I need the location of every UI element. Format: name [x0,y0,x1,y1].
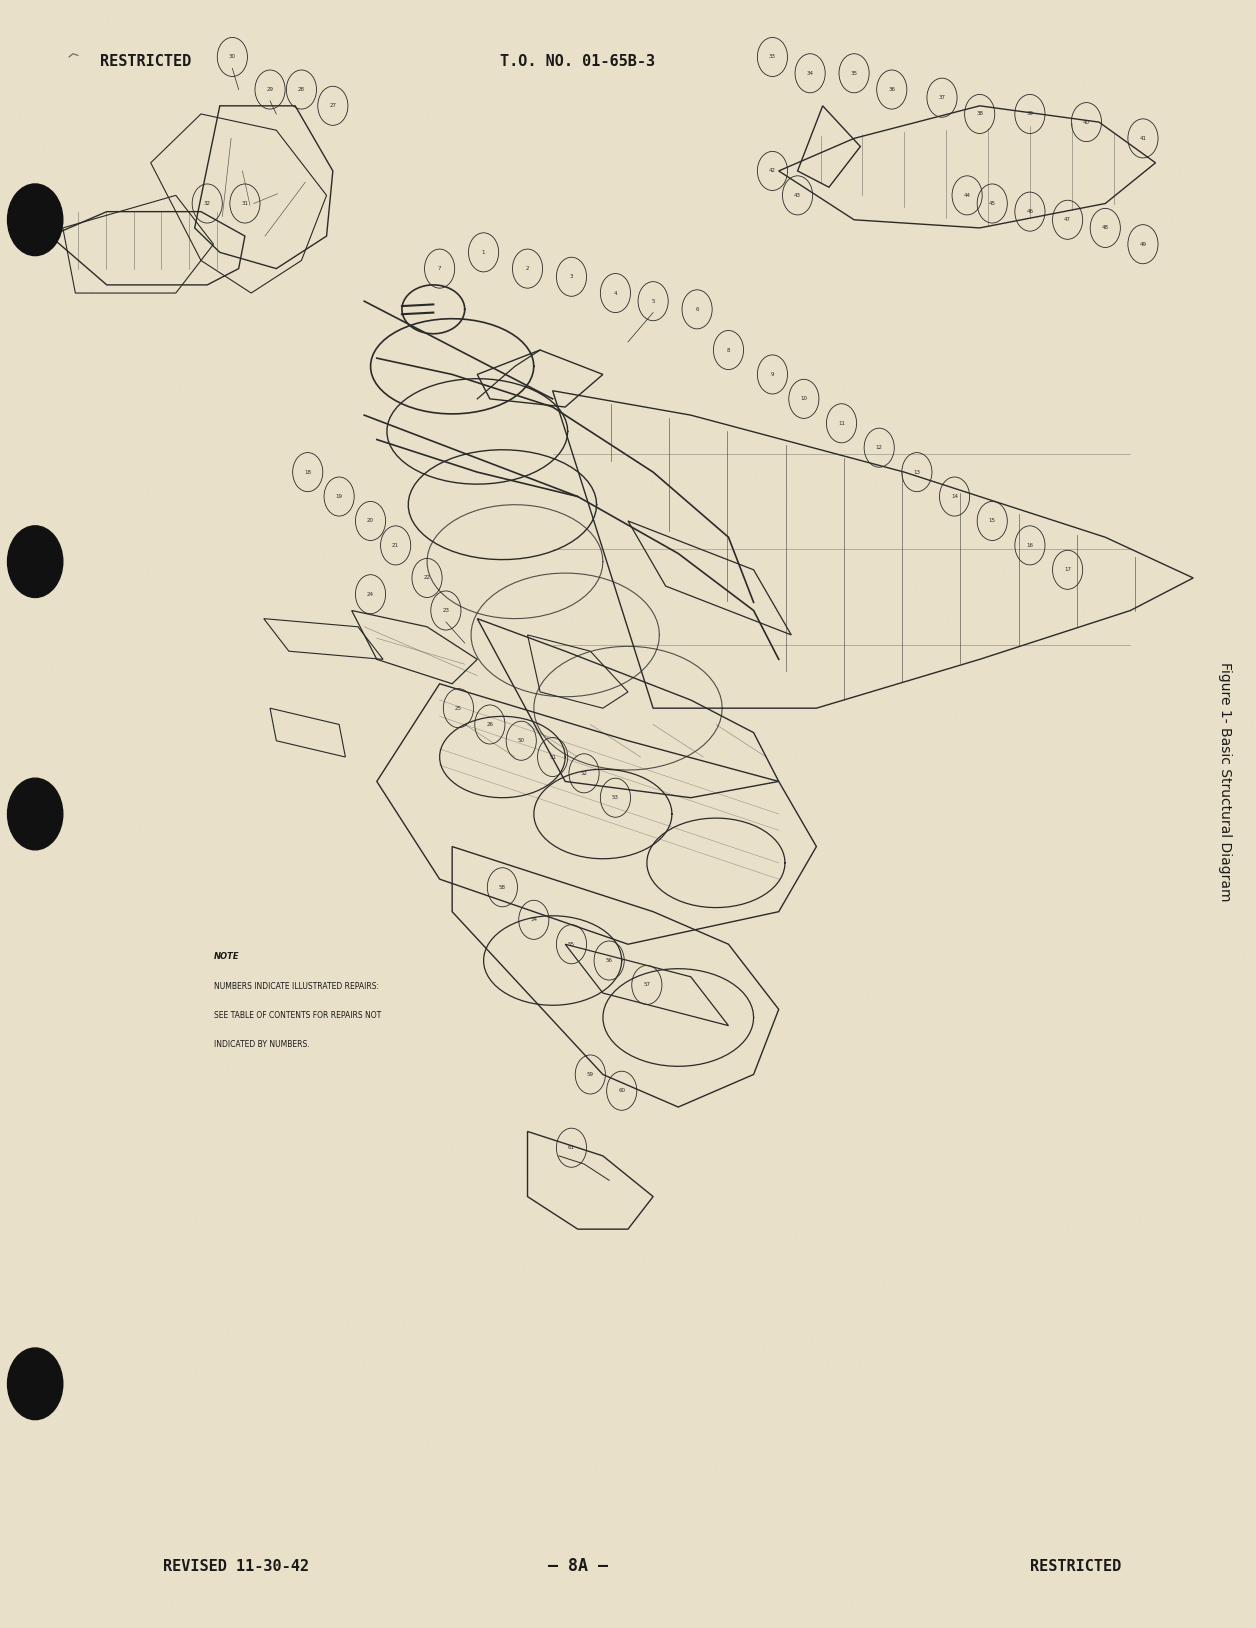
Text: 22: 22 [423,575,431,581]
Text: 34: 34 [806,70,814,77]
Text: 18: 18 [304,469,311,475]
Text: 16: 16 [1026,542,1034,549]
Text: 37: 37 [938,94,946,101]
Text: 19: 19 [335,493,343,500]
Text: 57: 57 [643,982,651,988]
Text: 50: 50 [517,737,525,744]
Text: 28: 28 [298,86,305,93]
Text: 4: 4 [614,290,617,296]
Text: 52: 52 [580,770,588,777]
Text: 10: 10 [800,396,808,402]
Text: 3: 3 [570,274,573,280]
Text: 11: 11 [838,420,845,427]
Text: 61: 61 [568,1144,575,1151]
Text: REVISED 11-30-42: REVISED 11-30-42 [163,1558,309,1574]
Text: 38: 38 [976,111,983,117]
Text: 51: 51 [549,754,556,760]
Text: 53: 53 [612,794,619,801]
Text: SEE TABLE OF CONTENTS FOR REPAIRS NOT: SEE TABLE OF CONTENTS FOR REPAIRS NOT [214,1011,381,1021]
Text: 6: 6 [696,306,698,313]
Text: 46: 46 [1026,208,1034,215]
Text: NOTE: NOTE [214,952,239,962]
Text: 47: 47 [1064,217,1071,223]
Text: 44: 44 [963,192,971,199]
Text: 2: 2 [526,265,529,272]
Text: INDICATED BY NUMBERS.: INDICATED BY NUMBERS. [214,1040,309,1050]
Text: 59: 59 [587,1071,594,1078]
Text: 8: 8 [727,347,730,353]
Text: 45: 45 [988,200,996,207]
Text: 20: 20 [367,518,374,524]
Text: 13: 13 [913,469,921,475]
Text: 33: 33 [769,54,776,60]
Text: 49: 49 [1139,241,1147,247]
Text: 26: 26 [486,721,494,728]
Text: 48: 48 [1102,225,1109,231]
Text: 41: 41 [1139,135,1147,142]
Circle shape [8,1348,63,1420]
Text: T.O. NO. 01-65B-3: T.O. NO. 01-65B-3 [500,54,656,70]
Text: 35: 35 [850,70,858,77]
Text: 58: 58 [499,884,506,891]
Text: 15: 15 [988,518,996,524]
Circle shape [8,526,63,597]
Text: 9: 9 [771,371,774,378]
Text: 1: 1 [482,249,485,256]
Text: 56: 56 [605,957,613,964]
Text: RESTRICTED: RESTRICTED [100,54,192,70]
Text: 40: 40 [1083,119,1090,125]
Text: 30: 30 [229,54,236,60]
Text: 31: 31 [241,200,249,207]
Text: 23: 23 [442,607,450,614]
Text: 27: 27 [329,103,337,109]
Text: 12: 12 [875,444,883,451]
Text: — 8A —: — 8A — [548,1556,608,1576]
Text: 17: 17 [1064,567,1071,573]
Text: 5: 5 [652,298,654,304]
Text: 43: 43 [794,192,801,199]
Text: NUMBERS INDICATE ILLUSTRATED REPAIRS:: NUMBERS INDICATE ILLUSTRATED REPAIRS: [214,982,378,991]
Text: 29: 29 [266,86,274,93]
Text: Figure 1- Basic Structural Diagram: Figure 1- Basic Structural Diagram [1217,661,1232,902]
Text: 39: 39 [1026,111,1034,117]
Text: 7: 7 [438,265,441,272]
Text: 60: 60 [618,1088,625,1094]
Text: 14: 14 [951,493,958,500]
Text: 21: 21 [392,542,399,549]
Circle shape [8,184,63,256]
Text: 32: 32 [203,200,211,207]
Text: 54: 54 [530,917,538,923]
Circle shape [8,778,63,850]
Text: 55: 55 [568,941,575,947]
Text: 24: 24 [367,591,374,597]
Text: 42: 42 [769,168,776,174]
Text: 36: 36 [888,86,896,93]
Text: RESTRICTED: RESTRICTED [1030,1558,1122,1574]
Text: 25: 25 [455,705,462,711]
